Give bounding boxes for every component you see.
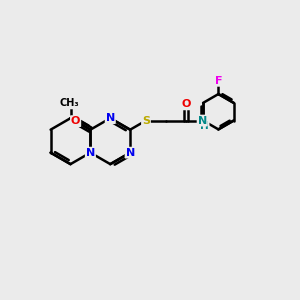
Text: H: H bbox=[200, 121, 209, 131]
Text: O: O bbox=[71, 116, 80, 126]
Text: CH₃: CH₃ bbox=[59, 98, 79, 109]
Text: S: S bbox=[142, 116, 150, 126]
Text: N: N bbox=[198, 116, 207, 126]
Text: F: F bbox=[215, 76, 222, 86]
Text: N: N bbox=[86, 148, 95, 158]
Text: N: N bbox=[106, 113, 115, 123]
Text: O: O bbox=[181, 99, 191, 110]
Text: N: N bbox=[125, 148, 135, 158]
